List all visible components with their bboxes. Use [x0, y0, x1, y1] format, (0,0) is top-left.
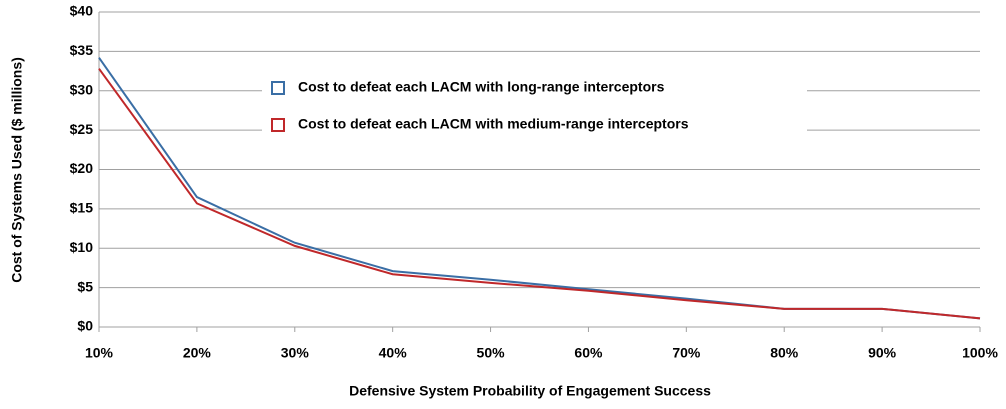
legend-label: Cost to defeat each LACM with medium-ran… [298, 116, 689, 132]
series-line [98, 68, 981, 320]
y-tick-label: $30 [70, 81, 94, 97]
legend-box [262, 70, 807, 142]
x-tick-label: 20% [183, 345, 212, 361]
x-tick-label: 80% [770, 345, 799, 361]
y-tick-label: $5 [77, 278, 93, 294]
y-tick-label: $40 [70, 3, 94, 19]
y-tick-label: $0 [77, 318, 93, 334]
legend-swatch [271, 81, 285, 95]
x-tick-label: 40% [379, 345, 408, 361]
x-tick-label: 100% [962, 345, 998, 361]
y-tick-label: $20 [70, 160, 94, 176]
x-tick-label: 90% [868, 345, 897, 361]
x-tick-label: 60% [574, 345, 603, 361]
y-tick-label: $35 [70, 42, 94, 58]
x-tick-label: 70% [672, 345, 701, 361]
legend-swatch [271, 118, 285, 132]
x-tick-label: 50% [477, 345, 506, 361]
x-tick-label: 10% [85, 345, 114, 361]
legend-label: Cost to defeat each LACM with long-range… [298, 79, 665, 95]
y-axis-title: Cost of Systems Used ($ millions) [9, 57, 25, 283]
x-axis-title: Defensive System Probability of Engageme… [349, 383, 711, 399]
y-tick-label: $15 [70, 200, 94, 216]
y-tick-label: $25 [70, 121, 94, 137]
y-tick-label: $10 [70, 239, 94, 255]
x-tick-label: 30% [281, 345, 310, 361]
